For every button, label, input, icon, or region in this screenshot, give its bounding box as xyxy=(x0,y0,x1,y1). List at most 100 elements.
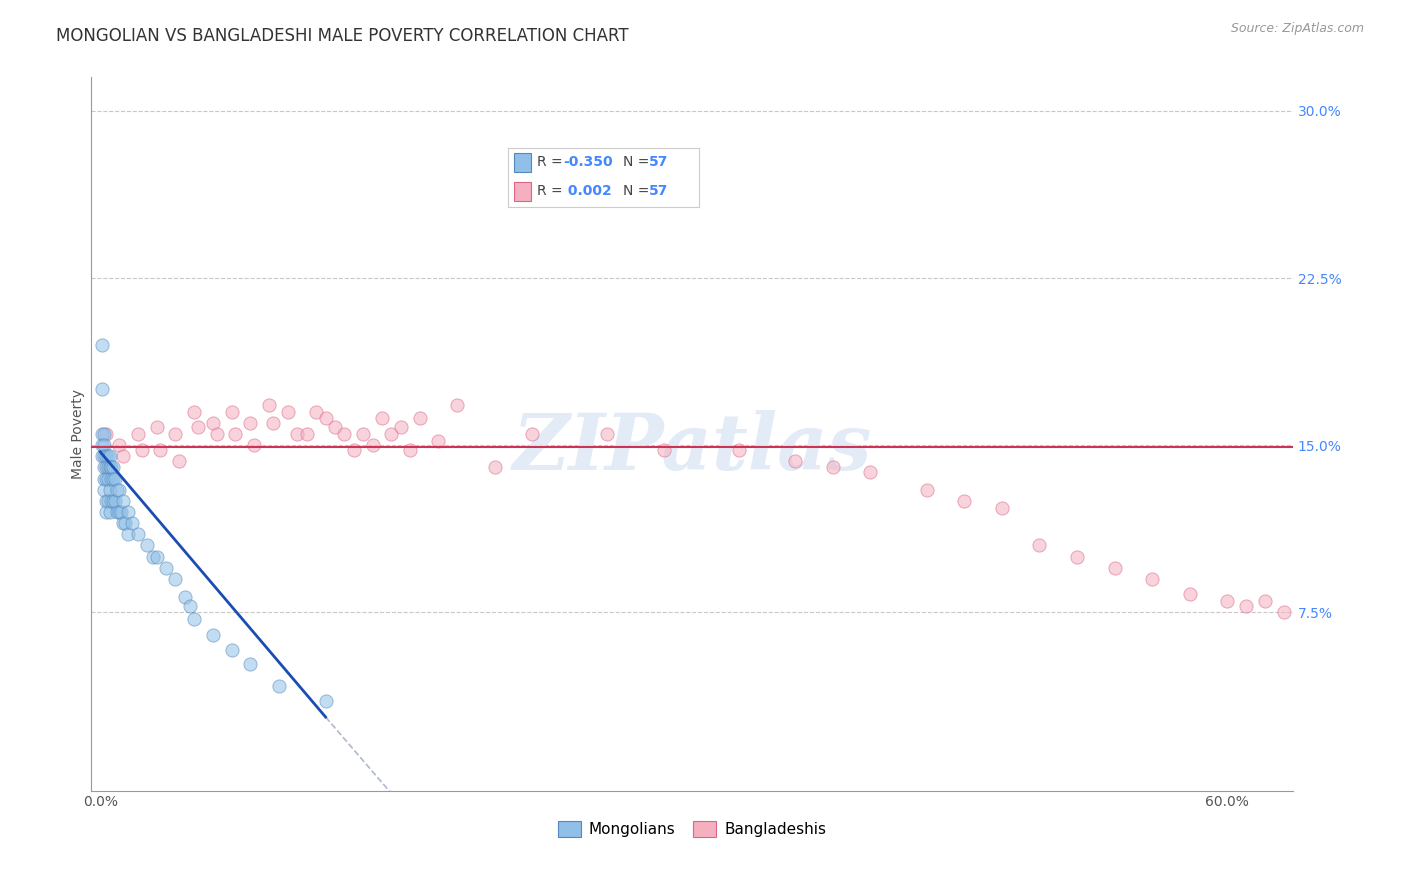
Y-axis label: Male Poverty: Male Poverty xyxy=(72,389,86,479)
Point xyxy=(201,627,224,641)
Point xyxy=(104,472,127,486)
Point xyxy=(221,405,243,419)
Point xyxy=(652,442,675,457)
Point xyxy=(103,494,125,508)
Point xyxy=(104,494,127,508)
Point xyxy=(1272,605,1295,619)
Point xyxy=(408,411,430,425)
Point xyxy=(446,398,468,412)
Point xyxy=(277,405,299,419)
Point xyxy=(243,438,266,452)
Point xyxy=(1254,594,1277,608)
Point xyxy=(94,427,117,442)
Text: R =: R = xyxy=(537,185,567,198)
Point xyxy=(94,472,117,486)
Point xyxy=(100,472,122,486)
Point xyxy=(93,472,115,486)
Point xyxy=(259,398,281,412)
Point xyxy=(343,442,366,457)
FancyBboxPatch shape xyxy=(513,182,531,201)
Point xyxy=(333,427,356,442)
Point xyxy=(1028,538,1050,552)
Point xyxy=(142,549,165,564)
Point xyxy=(183,405,205,419)
Point xyxy=(1140,572,1163,586)
Point xyxy=(859,465,882,479)
Point xyxy=(108,505,131,519)
Point xyxy=(295,427,318,442)
Point xyxy=(91,438,114,452)
Text: 57: 57 xyxy=(650,185,669,198)
Point xyxy=(785,454,807,468)
Text: Source: ZipAtlas.com: Source: ZipAtlas.com xyxy=(1230,22,1364,36)
Point xyxy=(315,694,337,708)
Point xyxy=(94,505,117,519)
Point xyxy=(1234,599,1257,613)
Point xyxy=(145,549,167,564)
Point xyxy=(97,450,120,464)
Point xyxy=(108,438,131,452)
Point xyxy=(1066,549,1088,564)
Point xyxy=(1178,587,1201,601)
Point xyxy=(991,500,1014,515)
Point xyxy=(205,427,228,442)
Point xyxy=(371,411,394,425)
Point xyxy=(117,527,139,541)
Point xyxy=(108,483,131,497)
Point xyxy=(127,427,149,442)
Point xyxy=(98,483,121,497)
Point xyxy=(361,438,384,452)
Point xyxy=(93,483,115,497)
Text: R =: R = xyxy=(537,155,567,169)
Point xyxy=(93,438,115,452)
Point xyxy=(165,427,187,442)
Point xyxy=(305,405,328,419)
Point xyxy=(117,505,139,519)
Point xyxy=(97,472,120,486)
Point xyxy=(183,612,205,626)
Point xyxy=(165,572,187,586)
Point xyxy=(97,460,120,475)
Point xyxy=(352,427,374,442)
Text: N =: N = xyxy=(623,185,654,198)
Point xyxy=(1104,560,1126,574)
Point xyxy=(91,450,114,464)
Point xyxy=(221,643,243,657)
Point xyxy=(522,427,544,442)
Point xyxy=(97,494,120,508)
FancyBboxPatch shape xyxy=(513,153,531,171)
Point xyxy=(114,516,136,530)
Point xyxy=(399,442,422,457)
Point xyxy=(389,420,412,434)
Text: 57: 57 xyxy=(650,155,669,169)
Text: MONGOLIAN VS BANGLADESHI MALE POVERTY CORRELATION CHART: MONGOLIAN VS BANGLADESHI MALE POVERTY CO… xyxy=(56,27,628,45)
Point xyxy=(173,590,195,604)
Point xyxy=(111,516,134,530)
Point xyxy=(111,494,134,508)
Point xyxy=(97,460,120,475)
Point xyxy=(167,454,190,468)
Point xyxy=(267,679,290,693)
Point xyxy=(427,434,450,448)
Point xyxy=(94,460,117,475)
Point xyxy=(323,420,346,434)
Point xyxy=(1216,594,1239,608)
Point xyxy=(103,460,125,475)
Point xyxy=(821,460,844,475)
Point xyxy=(149,442,172,457)
Text: N =: N = xyxy=(623,155,654,169)
Point xyxy=(131,442,153,457)
Point xyxy=(915,483,938,497)
Point xyxy=(136,538,159,552)
Point xyxy=(127,527,149,541)
Point xyxy=(100,460,122,475)
Point xyxy=(380,427,402,442)
Point xyxy=(111,450,134,464)
Text: ZIPatlas: ZIPatlas xyxy=(512,410,872,486)
Point xyxy=(94,450,117,464)
Point xyxy=(201,416,224,430)
Point xyxy=(187,420,209,434)
Point xyxy=(239,416,262,430)
Legend: Mongolians, Bangladeshis: Mongolians, Bangladeshis xyxy=(551,815,832,844)
Point xyxy=(94,494,117,508)
